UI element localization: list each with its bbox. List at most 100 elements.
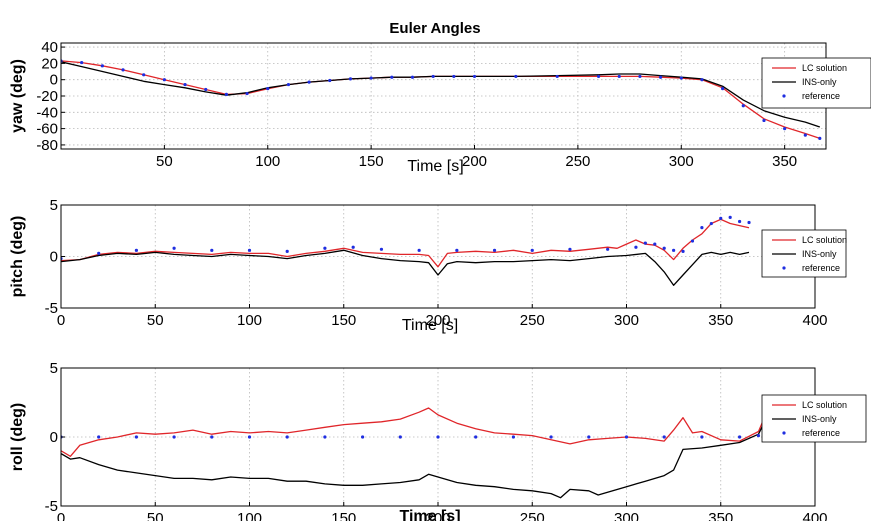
y-tick-label: -5 [45, 300, 58, 317]
reference-point [549, 435, 553, 439]
reference-point [474, 435, 478, 439]
reference-point [653, 242, 657, 246]
reference-point [511, 435, 515, 439]
x-tick-label: 350 [708, 312, 733, 329]
reference-point [818, 136, 822, 140]
reference-point [121, 68, 125, 72]
legend-label: INS-only [802, 414, 837, 424]
reference-point [783, 127, 787, 131]
x-axis-label: Time [s] [407, 158, 463, 175]
reference-point [431, 74, 435, 79]
legend-label: LC solution [802, 63, 847, 73]
y-tick-label: 0 [50, 72, 58, 89]
series-line-1 [61, 407, 778, 457]
reference-point [398, 435, 402, 439]
reference-point [492, 248, 497, 252]
reference-point [134, 435, 138, 439]
reference-point [183, 82, 187, 87]
reference-point [719, 216, 723, 220]
y-axis-label: yaw (deg) [9, 59, 26, 133]
series-line-1 [61, 218, 750, 268]
x-tick-label: 300 [669, 153, 694, 170]
reference-point [617, 74, 621, 79]
reference-point [555, 74, 559, 79]
reference-point [738, 219, 742, 224]
reference-point [162, 78, 166, 82]
x-axis-label: Time [s] [399, 508, 460, 521]
series-group [61, 407, 779, 499]
x-tick-label: 100 [237, 510, 262, 521]
reference-point [514, 74, 518, 79]
reference-point [672, 248, 676, 252]
reference-point [738, 435, 742, 439]
reference-point [643, 241, 647, 245]
reference-point [624, 435, 629, 439]
reference-point [587, 435, 591, 439]
x-tick-label: 0 [57, 510, 65, 521]
series-group [61, 59, 822, 140]
reference-point [634, 245, 638, 249]
legend-label: LC solution [802, 235, 847, 245]
reference-point [285, 249, 289, 253]
legend-marker-reference [782, 431, 786, 435]
x-tick-label: 150 [331, 312, 356, 329]
reference-point [80, 60, 84, 65]
reference-point [97, 435, 101, 439]
y-tick-label: 0 [50, 249, 58, 266]
reference-point [286, 82, 291, 87]
reference-point [700, 78, 704, 82]
reference-point [210, 248, 214, 252]
y-tick-label: -20 [36, 88, 58, 105]
x-tick-label: 200 [425, 510, 450, 521]
reference-point [658, 75, 663, 79]
reference-point [452, 74, 456, 79]
reference-point [410, 75, 415, 79]
reference-point [756, 434, 761, 438]
reference-point [245, 91, 249, 96]
x-tick-label: 100 [237, 312, 262, 329]
reference-point [741, 104, 745, 108]
reference-point [247, 435, 252, 439]
legend-label: reference [802, 263, 840, 273]
reference-point [747, 220, 751, 225]
reference-point [142, 73, 146, 77]
x-tick-label: 100 [255, 153, 280, 170]
reference-point [700, 226, 704, 230]
x-tick-label: 50 [156, 153, 173, 170]
x-axis-label: Time [s] [402, 317, 458, 334]
y-tick-label: -60 [36, 121, 58, 138]
reference-point [681, 249, 685, 253]
reference-point [266, 87, 270, 91]
y-axis-label: pitch (deg) [9, 216, 26, 298]
reference-point [662, 435, 666, 439]
x-tick-label: 200 [425, 312, 450, 329]
x-tick-label: 350 [772, 153, 797, 170]
legend-label: LC solution [802, 400, 847, 410]
reference-point [348, 77, 353, 81]
reference-point [417, 248, 421, 252]
x-tick-label: 300 [614, 312, 639, 329]
y-tick-label: 5 [50, 360, 58, 377]
reference-point [204, 87, 208, 92]
x-tick-label: 250 [520, 510, 545, 521]
y-tick-label: -80 [36, 137, 58, 154]
y-tick-label: 20 [41, 55, 58, 72]
reference-point [762, 118, 766, 123]
chart-panels: 50 100 150 200 250 300 350-80-60-40-2002040Tim… [9, 39, 871, 521]
reference-point [679, 76, 683, 80]
x-tick-label: 250 [520, 312, 545, 329]
x-tick-label: 50 [147, 510, 164, 521]
x-tick-label: 250 [565, 153, 590, 170]
y-tick-label: -40 [36, 104, 58, 121]
x-tick-label: 150 [359, 153, 384, 170]
x-tick-label: 300 [614, 510, 639, 521]
x-tick-label: 50 [147, 312, 164, 329]
x-tick-label: 0 [57, 312, 65, 329]
series-group [61, 215, 751, 286]
x-tick-label: 200 [462, 153, 487, 170]
reference-point [379, 247, 384, 251]
reference-point [247, 248, 252, 252]
